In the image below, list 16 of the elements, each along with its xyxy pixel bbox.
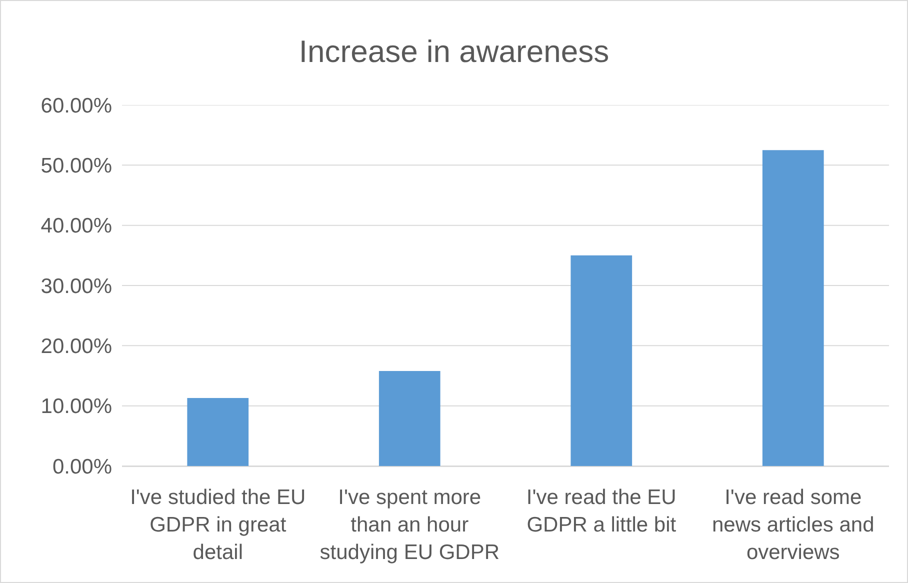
bar bbox=[570, 255, 632, 466]
y-tick-label: 10.00% bbox=[40, 395, 112, 418]
chart-title: Increase in awareness bbox=[298, 34, 610, 69]
y-tick-label: 0.00% bbox=[52, 455, 112, 478]
bar bbox=[762, 150, 824, 466]
y-tick-label: 30.00% bbox=[40, 274, 112, 298]
bar bbox=[378, 370, 440, 466]
x-tick-label: I've read some news articles and overviews bbox=[712, 486, 874, 564]
y-tick-label: 40.00% bbox=[40, 214, 112, 238]
y-tick-label: 20.00% bbox=[40, 335, 112, 358]
x-tick-label: I've studied the EU GDPR in great detail bbox=[130, 486, 306, 564]
y-tick-label: 50.00% bbox=[40, 154, 112, 178]
y-tick-label: 60.00% bbox=[40, 94, 112, 118]
bar bbox=[187, 398, 249, 466]
x-tick-label: I've read the EU GDPR a little bit bbox=[526, 486, 676, 536]
x-tick-label: I've spent more than an hour studying EU GDPR bbox=[320, 486, 500, 564]
